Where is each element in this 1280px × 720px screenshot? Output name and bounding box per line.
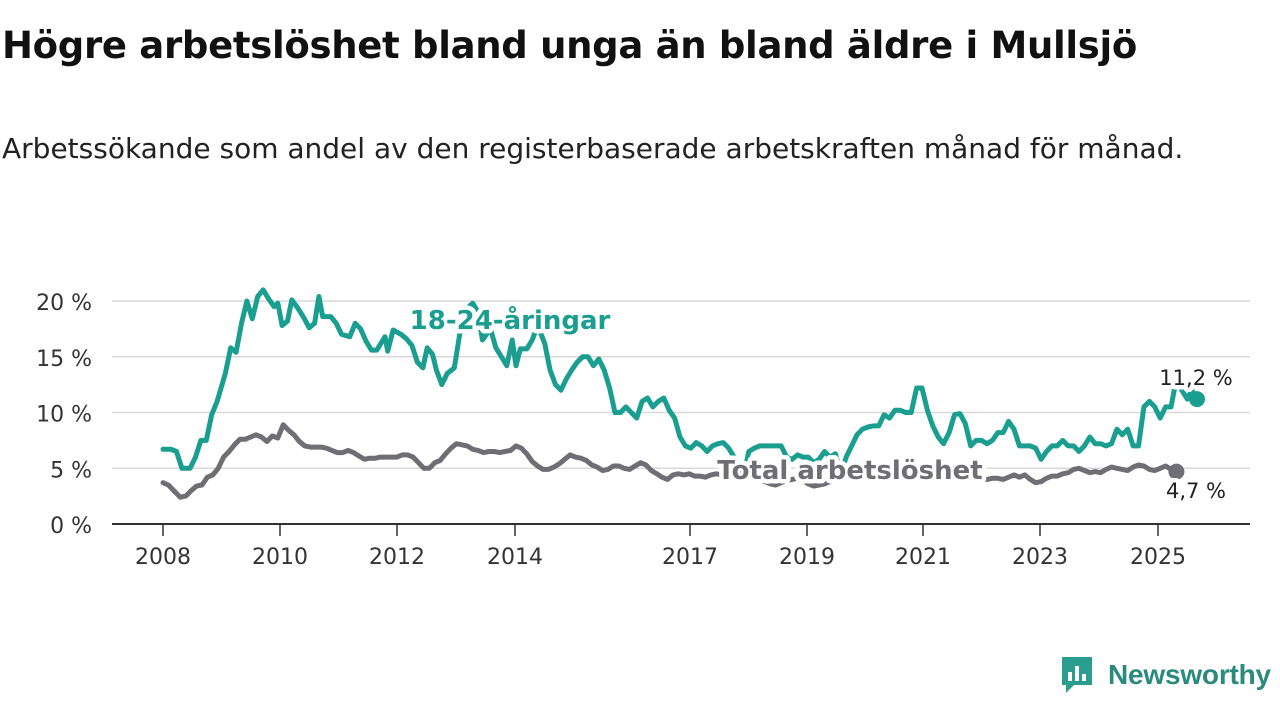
- series-label-total-halo: Total arbetslöshet: [717, 456, 982, 486]
- end-label-total-halo: 4,7 %: [1166, 479, 1226, 503]
- y-tick-label: 10 %: [36, 403, 92, 428]
- chart-subtitle: Arbetssökande som andel av den registerb…: [2, 132, 1184, 165]
- x-tick-label: 2010: [252, 545, 308, 570]
- series-label-total: Total arbetslöshet: [717, 456, 982, 486]
- x-tick-label: 2017: [662, 545, 718, 570]
- x-tick-label: 2023: [1012, 545, 1068, 570]
- x-tick-label: 2025: [1130, 545, 1186, 570]
- x-tick-label: 2012: [369, 545, 425, 570]
- x-tick-label: 2014: [487, 545, 543, 570]
- y-tick-label: 20 %: [36, 291, 92, 316]
- y-tick-label: 15 %: [36, 347, 92, 372]
- series-label-youth: 18-24-åringar: [410, 304, 611, 336]
- end-label-youth: 11,2 %: [1159, 366, 1232, 390]
- end-point-youth: [1189, 391, 1205, 408]
- end-label-total: 4,7 %: [1166, 479, 1226, 503]
- newsworthy-logo-icon: [1062, 657, 1092, 693]
- series-line-total: [160, 422, 1179, 500]
- y-tick-label: 0 %: [50, 514, 92, 539]
- y-tick-label: 5 %: [50, 458, 92, 483]
- end-label-youth-halo: 11,2 %: [1159, 366, 1232, 390]
- brand-name: Newsworthy: [1108, 659, 1271, 690]
- x-tick-label: 2008: [135, 545, 191, 570]
- x-tick-label: 2021: [895, 545, 951, 570]
- series-label-youth-halo: 18-24-åringar: [410, 304, 611, 336]
- x-tick-label: 2019: [779, 545, 835, 570]
- chart-title: Högre arbetslöshet bland unga än bland ä…: [2, 24, 1137, 67]
- end-point-total: [1168, 463, 1185, 480]
- series-line-youth: [160, 287, 1200, 480]
- newsworthy-logo: Newsworthy: [1060, 655, 1271, 695]
